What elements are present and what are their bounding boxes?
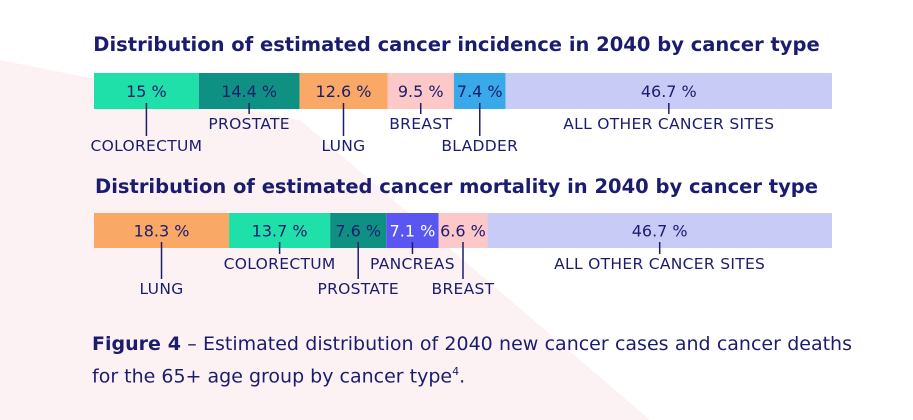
mortality-category-label-pancreas: PANCREAS <box>370 255 455 273</box>
incidence-category-label-breast: BREAST <box>389 115 452 133</box>
incidence-value-label-prostate: 14.4 % <box>221 82 277 101</box>
mortality-category-label-prostate: PROSTATE <box>317 280 398 298</box>
incidence-category-label-prostate: PROSTATE <box>208 115 289 133</box>
figure-caption-text: – Estimated distribution of 2040 new can… <box>92 333 852 388</box>
mortality-category-label-breast: BREAST <box>432 280 495 298</box>
figure-caption-end: . <box>459 365 466 388</box>
mortality-value-label-breast: 6.6 % <box>440 222 486 241</box>
mortality-category-label-lung: LUNG <box>140 280 184 298</box>
incidence-chart-title: Distribution of estimated cancer inciden… <box>93 33 820 56</box>
mortality-value-label-pancreas: 7.1 % <box>390 222 436 241</box>
mortality-chart-title: Distribution of estimated cancer mortali… <box>95 175 818 198</box>
incidence-category-label-bladder: BLADDER <box>441 137 518 155</box>
figure-label: Figure 4 <box>92 333 181 355</box>
incidence-category-label-lung: LUNG <box>321 137 365 155</box>
figure-caption-reference: 4 <box>452 365 460 378</box>
incidence-category-label-colorectum: COLORECTUM <box>90 137 202 155</box>
mortality-value-label-prostate: 7.6 % <box>335 222 381 241</box>
incidence-value-label-lung: 12.6 % <box>316 82 372 101</box>
mortality-category-label-colorectum: COLORECTUM <box>224 255 336 273</box>
stacked-bars: 15 % COLORECTUM 14.4 % PROSTATE 12.6 % LUNG 9.… <box>90 73 832 298</box>
mortality-category-label-all-other-cancer-sites: ALL OTHER CANCER SITES <box>554 255 765 273</box>
mortality-value-label-all-other-cancer-sites: 46.7 % <box>632 222 688 241</box>
mortality-value-label-colorectum: 13.7 % <box>252 222 308 241</box>
incidence-value-label-breast: 9.5 % <box>398 82 444 101</box>
incidence-value-label-bladder: 7.4 % <box>457 82 503 101</box>
incidence-category-label-all-other-cancer-sites: ALL OTHER CANCER SITES <box>563 115 774 133</box>
incidence-value-label-colorectum: 15 % <box>126 82 167 101</box>
figure-caption: Figure 4 – Estimated distribution of 204… <box>92 331 852 390</box>
mortality-value-label-lung: 18.3 % <box>134 222 190 241</box>
incidence-value-label-all-other-cancer-sites: 46.7 % <box>641 82 697 101</box>
